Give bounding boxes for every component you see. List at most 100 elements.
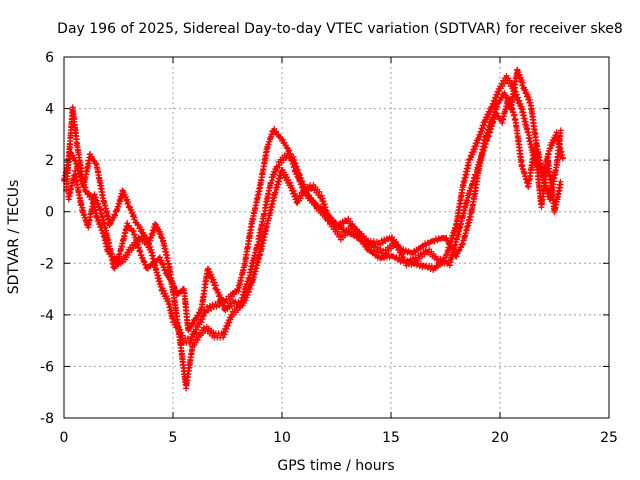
data-point-marker <box>321 201 328 208</box>
data-point-marker <box>397 247 404 254</box>
data-point-marker <box>223 325 230 332</box>
data-point-marker <box>404 257 411 264</box>
data-point-marker <box>522 118 529 125</box>
data-point-marker <box>200 312 207 319</box>
data-point-marker <box>235 288 242 295</box>
data-point-marker <box>85 224 92 231</box>
y-tick-label: -2 <box>40 256 54 272</box>
data-point-marker <box>85 160 92 167</box>
data-point-marker <box>556 187 563 194</box>
data-point-marker <box>463 202 470 209</box>
data-point-marker <box>466 219 473 226</box>
data-point-marker <box>156 275 163 282</box>
data-point-marker <box>262 230 269 237</box>
data-point-marker <box>263 201 270 208</box>
data-point-marker <box>261 234 268 241</box>
data-point-marker <box>373 248 380 255</box>
data-point-marker <box>290 153 297 160</box>
chart-title: Day 196 of 2025, Sidereal Day-to-day VTE… <box>57 21 623 37</box>
data-point-marker <box>255 238 262 245</box>
data-point-marker <box>289 185 296 192</box>
data-point-marker <box>371 243 378 250</box>
data-point-marker <box>271 194 278 201</box>
data-point-marker <box>226 319 233 326</box>
data-point-marker <box>461 177 468 184</box>
data-point-marker <box>464 165 471 172</box>
data-point-marker <box>557 184 564 191</box>
data-point-marker <box>469 151 476 158</box>
data-point-marker <box>264 198 271 205</box>
data-point-marker <box>481 122 488 129</box>
data-point-marker <box>158 231 165 238</box>
data-point-marker <box>222 328 229 335</box>
data-point-marker <box>322 204 329 211</box>
data-point-marker <box>167 304 174 311</box>
data-point-marker <box>252 268 259 275</box>
data-point-marker <box>244 291 251 298</box>
data-point-marker <box>268 206 275 213</box>
data-point-marker <box>247 286 254 293</box>
data-point-marker <box>270 197 277 204</box>
y-tick-label: 2 <box>45 153 54 169</box>
data-point-marker <box>256 232 263 239</box>
y-tick-label: 6 <box>45 50 54 66</box>
data-point-marker <box>66 193 73 200</box>
data-point-marker <box>256 235 263 242</box>
data-point-marker <box>311 199 318 206</box>
data-point-marker <box>168 307 175 314</box>
data-point-marker <box>520 109 527 116</box>
data-point-marker <box>407 256 414 263</box>
data-point-marker <box>149 249 156 256</box>
data-point-marker <box>286 179 293 186</box>
data-point-marker <box>455 231 462 238</box>
data-point-marker <box>271 171 278 178</box>
data-point-marker <box>251 271 258 278</box>
data-point-marker <box>470 148 477 155</box>
data-point-marker <box>210 276 217 283</box>
data-point-marker <box>555 190 562 197</box>
data-point-marker <box>166 298 173 305</box>
data-point-marker <box>256 188 263 195</box>
series-track-a <box>61 72 566 346</box>
data-point-marker <box>462 174 469 181</box>
data-point-marker <box>157 278 164 285</box>
data-point-marker <box>87 192 94 199</box>
data-point-marker <box>516 97 523 104</box>
x-tick-label: 10 <box>273 430 291 446</box>
data-point-marker <box>476 133 483 140</box>
data-point-marker <box>370 247 377 254</box>
data-point-marker <box>456 247 463 254</box>
data-point-marker <box>164 252 171 259</box>
data-point-marker <box>260 237 267 244</box>
data-point-marker <box>147 243 154 250</box>
x-tick-label: 20 <box>491 430 509 446</box>
data-point-marker <box>463 171 470 178</box>
data-point-marker <box>269 200 276 207</box>
data-point-marker <box>521 112 528 119</box>
data-point-marker <box>316 188 323 195</box>
data-point-marker <box>395 244 402 251</box>
data-point-marker <box>125 198 132 205</box>
data-point-marker <box>148 246 155 253</box>
data-point-marker <box>266 212 273 219</box>
data-point-marker <box>411 258 418 265</box>
data-point-marker <box>479 128 486 135</box>
data-point-marker <box>277 175 284 182</box>
data-point-marker <box>161 243 168 250</box>
data-point-marker <box>219 297 226 304</box>
data-point-marker <box>477 131 484 138</box>
data-point-marker <box>163 248 170 255</box>
data-point-marker <box>257 229 264 236</box>
data-point-marker <box>290 187 297 194</box>
data-point-marker <box>162 246 169 253</box>
data-point-marker <box>255 191 262 198</box>
data-point-marker <box>166 301 173 308</box>
x-tick-label: 5 <box>169 430 178 446</box>
data-point-marker <box>243 294 250 301</box>
data-point-marker <box>190 320 197 327</box>
y-tick-label: -8 <box>40 411 54 427</box>
data-point-marker <box>221 331 228 338</box>
y-tick-label: -6 <box>40 359 54 375</box>
data-point-marker <box>320 198 327 205</box>
data-point-marker <box>274 184 281 191</box>
